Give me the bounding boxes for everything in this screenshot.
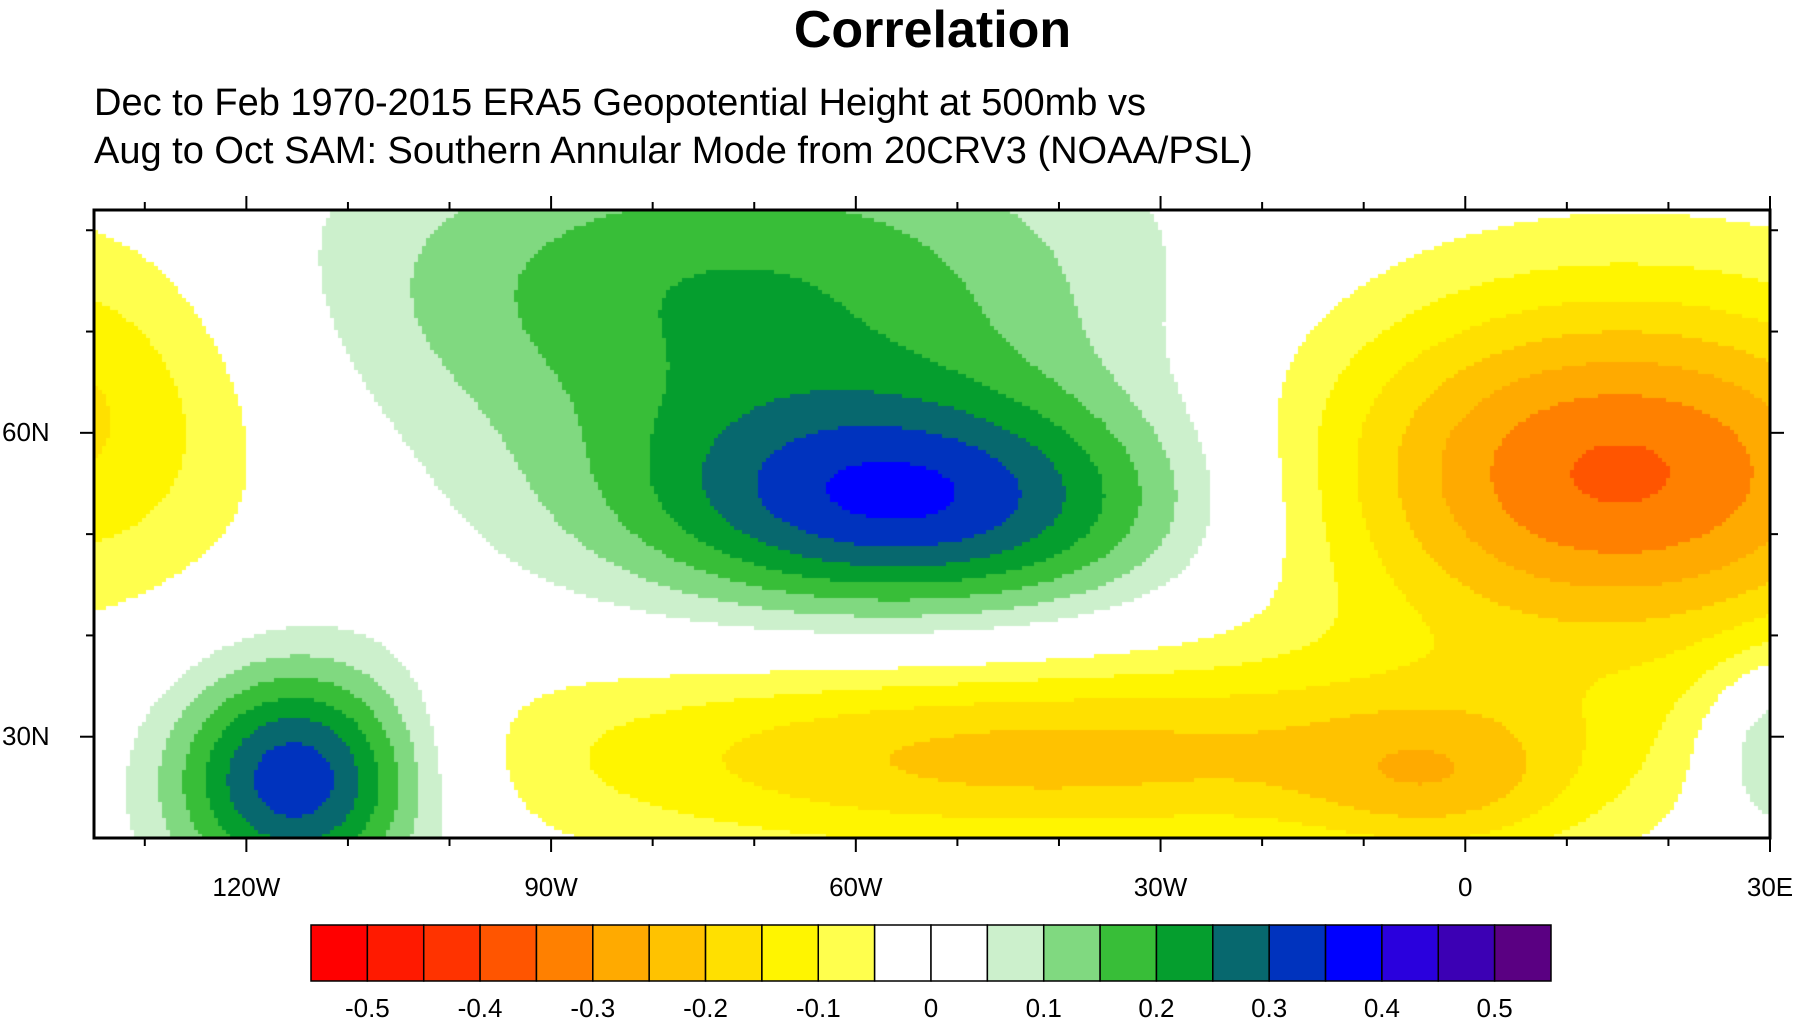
colorbar-box	[761, 924, 820, 982]
colorbar-box	[479, 924, 538, 982]
colorbar-box	[1212, 924, 1270, 982]
colorbar-label: 0.5	[1476, 993, 1513, 1023]
colorbar-box	[1381, 924, 1440, 982]
colorbar-box	[817, 924, 876, 982]
chart-subtitle-line-1: Dec to Feb 1970-2015 ERA5 Geopotential H…	[94, 82, 1146, 124]
lon-tick-label: 30W	[1133, 872, 1188, 902]
colorbar-label: 0.3	[1251, 993, 1288, 1023]
colorbar-box	[873, 924, 932, 982]
colorbar-box	[422, 924, 481, 982]
lat-tick-label: 60N	[2, 416, 50, 447]
lon-tick-label: 30E	[1746, 872, 1794, 902]
colorbar-label: 0.1	[1025, 993, 1062, 1023]
colorbar-box	[648, 924, 707, 982]
correlation-field	[94, 210, 1770, 838]
colorbar-label: 0.2	[1138, 993, 1175, 1023]
lon-tick-label: 60W	[829, 872, 883, 902]
colorbar-label: -0.4	[457, 993, 503, 1023]
colorbar-box	[592, 924, 650, 982]
colorbar-box	[1042, 924, 1101, 982]
lon-tick-label: 0	[1458, 872, 1473, 902]
colorbar-box	[1268, 924, 1327, 982]
colorbar-box	[1493, 924, 1552, 982]
colorbar-label: 0.4	[1363, 993, 1400, 1023]
colorbar-box	[535, 924, 594, 982]
lon-tick-label: 90W	[524, 872, 578, 902]
colorbar-label: -0.1	[795, 993, 841, 1023]
colorbar-box	[1324, 924, 1383, 982]
colorbar-label: -0.5	[344, 993, 390, 1023]
colorbar-box	[704, 924, 763, 982]
chart-title: Correlation	[793, 1, 1072, 59]
colorbar-label: 0	[923, 993, 939, 1023]
colorbar-label: -0.3	[570, 993, 616, 1023]
colorbar-box	[930, 924, 989, 982]
lat-tick-label: 30N	[2, 720, 50, 751]
plot-frame	[92, 208, 1772, 840]
chart-subtitle-line-2: Aug to Oct SAM: Southern Annular Mode fr…	[94, 130, 1253, 172]
colorbar-box	[1155, 924, 1214, 982]
colorbar-box	[986, 924, 1045, 982]
colorbar-box	[1437, 924, 1496, 982]
colorbar-box	[366, 924, 425, 982]
colorbar-label: -0.2	[683, 993, 728, 1023]
colorbar-box	[310, 924, 369, 982]
colorbar-box	[1099, 924, 1158, 982]
lon-tick-label: 120W	[212, 872, 281, 902]
